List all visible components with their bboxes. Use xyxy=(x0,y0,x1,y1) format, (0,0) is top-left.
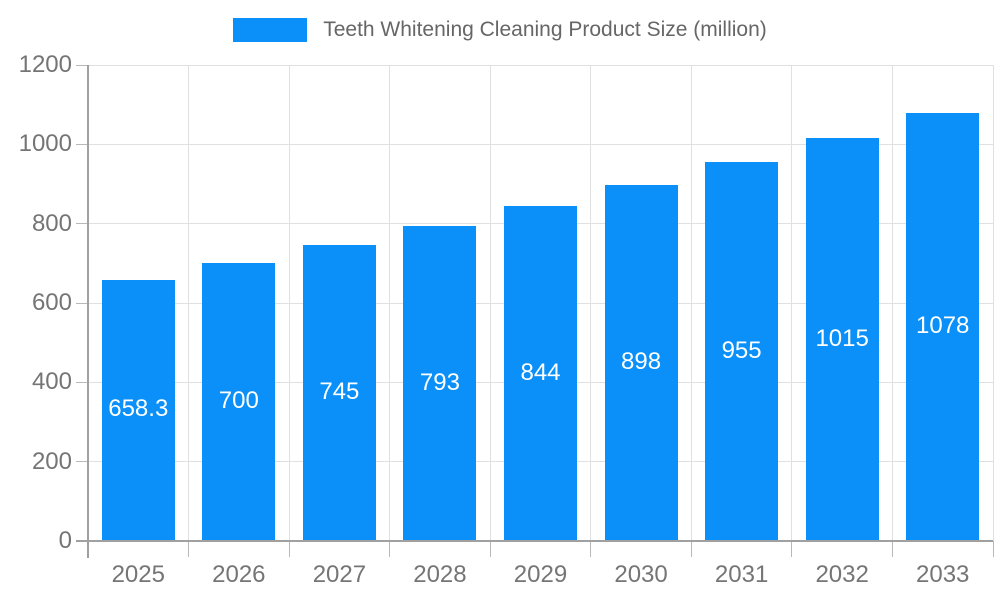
x-tick-label: 2030 xyxy=(614,561,668,588)
x-axis-tick xyxy=(891,541,893,557)
x-axis-tick xyxy=(590,541,592,557)
gridline-vertical xyxy=(389,65,391,541)
gridline-vertical xyxy=(489,65,491,541)
y-axis-line xyxy=(87,65,89,558)
y-tick-label: 1200 xyxy=(18,51,72,78)
x-axis-tick xyxy=(288,541,290,557)
y-tick-label: 600 xyxy=(31,289,72,316)
y-axis-tick xyxy=(76,143,88,145)
legend-label[interactable]: Teeth Whitening Cleaning Product Size (m… xyxy=(323,18,767,41)
x-tick-label: 2031 xyxy=(714,561,769,588)
bar-value-label: 1078 xyxy=(916,312,970,340)
x-tick-label: 2026 xyxy=(212,561,266,588)
x-axis-line xyxy=(76,540,993,542)
bar-value-label: 1015 xyxy=(815,324,869,352)
gridline-vertical xyxy=(188,65,190,541)
x-axis-tick xyxy=(690,541,692,557)
x-axis-tick xyxy=(791,541,793,557)
gridline-vertical xyxy=(992,65,994,541)
gridline-horizontal xyxy=(88,143,993,145)
x-axis-tick xyxy=(992,541,994,557)
gridline-vertical xyxy=(791,65,793,541)
bar-value-label: 955 xyxy=(721,336,762,364)
bar-value-label: 745 xyxy=(319,378,360,406)
y-axis-tick xyxy=(76,223,88,225)
legend-swatch[interactable] xyxy=(233,18,308,42)
bar xyxy=(403,226,477,541)
bar xyxy=(906,113,980,541)
gridline-vertical xyxy=(891,65,893,541)
x-tick-label: 2028 xyxy=(413,561,467,588)
gridline-vertical xyxy=(590,65,592,541)
bar xyxy=(101,279,175,541)
x-tick-label: 2027 xyxy=(312,561,367,588)
gridline-horizontal xyxy=(88,64,993,66)
y-axis-tick xyxy=(76,302,88,304)
bar-value-label: 658.3 xyxy=(108,395,169,423)
x-tick-label: 2029 xyxy=(513,561,568,588)
bar xyxy=(705,162,779,541)
gridline-vertical xyxy=(288,65,290,541)
bar-value-label: 898 xyxy=(621,347,662,375)
y-tick-label: 400 xyxy=(31,368,72,396)
bar xyxy=(202,263,276,541)
bar xyxy=(302,245,376,541)
y-axis-tick xyxy=(76,64,88,66)
bar-value-label: 844 xyxy=(520,358,561,386)
bar-value-label: 700 xyxy=(218,387,259,415)
y-tick-label: 0 xyxy=(58,527,72,554)
x-axis-tick xyxy=(389,541,391,557)
x-axis-tick xyxy=(489,541,491,557)
y-tick-label: 1000 xyxy=(18,130,72,158)
x-axis-tick xyxy=(188,541,190,557)
x-tick-label: 2025 xyxy=(111,561,165,588)
x-tick-label: 2032 xyxy=(815,561,869,588)
legend: Teeth Whitening Cleaning Product Size (m… xyxy=(0,17,1000,43)
gridline-vertical xyxy=(690,65,692,541)
x-tick-label: 2033 xyxy=(916,561,970,588)
y-tick-label: 200 xyxy=(31,447,72,475)
y-tick-label: 800 xyxy=(31,209,72,237)
bar-value-label: 793 xyxy=(419,368,460,396)
y-axis-tick xyxy=(76,381,88,383)
bar xyxy=(604,184,678,541)
bar xyxy=(805,138,879,541)
y-axis-tick xyxy=(76,461,88,463)
bar xyxy=(504,206,577,541)
